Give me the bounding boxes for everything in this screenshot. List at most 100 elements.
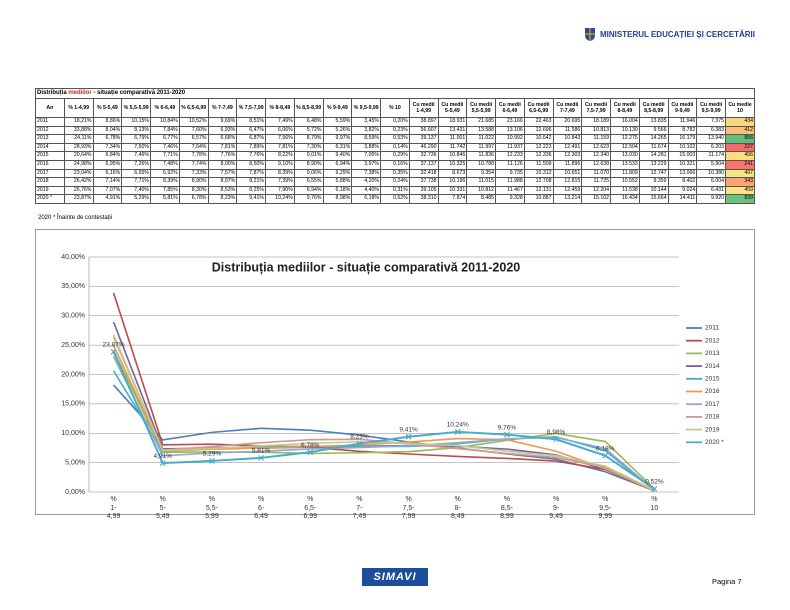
y-tick-label: 5,00%: [65, 459, 85, 466]
table-cell: 18,21%: [63, 117, 94, 127]
x-tick-label: % 6-6,49: [254, 496, 268, 520]
table-cell: 8,59%: [351, 134, 381, 144]
table-cell: 8,51%: [236, 117, 266, 127]
column-header: Cu medii 1-4,99: [408, 98, 439, 118]
table-cell: 7,14%: [92, 177, 123, 187]
table-cell: 0,35%: [380, 168, 410, 179]
legend-label: 2016: [705, 388, 720, 395]
table-cell: 22.463: [523, 117, 554, 127]
table-cell: 12.491: [552, 142, 583, 153]
series-marker: [110, 348, 117, 355]
table-cell: 2015: [35, 151, 65, 161]
legend-label: 2020 *: [705, 439, 724, 446]
column-header: % 8,5-8,99: [293, 98, 324, 118]
column-header: An: [35, 98, 65, 118]
data-label: 8,98%: [547, 429, 566, 436]
table-cell: 6,77%: [150, 134, 180, 144]
table-cell: 6,18%: [322, 185, 353, 196]
table-cell: 13.030: [610, 151, 640, 161]
table-cell: 839: [725, 194, 755, 204]
table-cell: 8.485: [466, 194, 496, 204]
data-label: 10,24%: [447, 422, 469, 429]
series-line: [112, 351, 655, 490]
table-cell: 343: [725, 177, 755, 187]
legend-label: 2013: [705, 350, 720, 357]
table-cell: 2020 *: [35, 194, 65, 204]
table-cell: 2012: [35, 125, 65, 136]
table-cell: 8.782: [667, 125, 698, 136]
table-cell: 8,25%: [236, 185, 266, 196]
table-cell: 32.736: [408, 151, 439, 161]
table-cell: 6,78%: [178, 194, 209, 204]
table-cell: 16.004: [610, 117, 640, 127]
table-cell: 11.937: [495, 142, 525, 153]
table-cell: 24,11%: [63, 134, 94, 144]
table-cell: 12.708: [523, 177, 554, 187]
table-title-part: - situație comparativă 2011-2020: [91, 89, 186, 96]
table-cell: 7,87%: [236, 168, 266, 179]
table-cell: 26,76%: [63, 185, 94, 196]
table-cell: 6,95%: [92, 159, 123, 170]
table-cell: 6,57%: [178, 134, 209, 144]
table-cell: 8,04%: [92, 125, 123, 136]
column-header: Cu medie 10: [725, 98, 755, 118]
table-cell: 20.695: [552, 117, 583, 127]
table-cell: 7,60%: [178, 125, 209, 136]
table-cell: 11.174: [696, 151, 726, 161]
table-cell: 6.203: [696, 142, 726, 153]
table-cell: 14.265: [638, 134, 669, 144]
table-cell: 10.992: [495, 134, 525, 144]
table-cell: 14.411: [667, 194, 698, 204]
table-cell: 856: [725, 134, 755, 144]
ministry-crest: [585, 28, 595, 41]
table-cell: 11.467: [495, 185, 525, 196]
legend-label: 2017: [705, 401, 720, 408]
table-cell: 13.106: [495, 125, 525, 136]
series-marker: [454, 428, 461, 435]
table-cell: 11.742: [437, 142, 468, 153]
table-cell: 10.130: [610, 125, 640, 136]
series-marker: [553, 436, 560, 443]
table-cell: 0,29%: [380, 151, 410, 161]
y-tick-label: 35,00%: [61, 283, 85, 290]
y-tick-label: 25,00%: [61, 342, 85, 349]
table-row: 2016 24,98% 6,95% 7,26% 7,48% 7,74% 8,00% 8,50%…: [35, 159, 755, 170]
table-cell: 0,16%: [380, 159, 410, 170]
table-cell: 13.533: [610, 159, 640, 170]
table-cell: 12.275: [610, 134, 640, 144]
data-label: 5,29%: [203, 451, 222, 458]
table-cell: 12.815: [552, 177, 583, 187]
table-cell: 0,24%: [380, 177, 410, 187]
table-cell: 2013: [35, 134, 65, 144]
series-line: [112, 384, 655, 492]
table-cell: 7,76%: [207, 151, 238, 161]
table-cell: 10.552: [610, 177, 640, 187]
table-cell: 9,40%: [322, 151, 353, 161]
data-label: 9,41%: [399, 426, 418, 433]
table-cell: 38.897: [408, 117, 439, 127]
table-cell: 227: [725, 142, 755, 153]
table-cell: 7,34%: [92, 142, 123, 153]
footer-logo: SIMAVI: [362, 568, 428, 586]
series-marker: [602, 452, 609, 459]
data-label: 5,81%: [252, 448, 271, 455]
table-cell: 5,72%: [293, 125, 324, 136]
column-header: % 6,5-6,99: [178, 98, 209, 118]
table-cell: 8.673: [437, 168, 468, 179]
table-cell: 434: [725, 117, 755, 127]
table-cell: 7,30%: [293, 142, 324, 153]
table-cell: 8,21%: [236, 177, 266, 187]
x-tick-label: % 6,5-6,99: [303, 496, 318, 520]
table-cell: 9,41%: [236, 194, 266, 204]
table-cell: 9,06%: [293, 168, 324, 179]
column-header: Cu medii 8,5-8,99: [638, 98, 669, 118]
table-cell: 0,20%: [380, 117, 410, 127]
table-cell: 12.638: [581, 159, 611, 170]
table-cell: 9,01%: [293, 151, 324, 161]
table-cell: 12.747: [638, 168, 669, 179]
table-cell: 7,71%: [121, 177, 151, 187]
table-cell: 15.003: [667, 151, 698, 161]
table-cell: 9.920: [696, 194, 726, 204]
column-header: Cu medii 7,5-7,99: [581, 98, 611, 118]
table-cell: 39.105: [408, 185, 439, 196]
